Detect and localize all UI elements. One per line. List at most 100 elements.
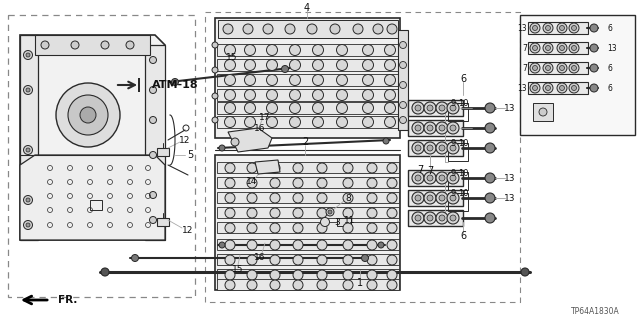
Circle shape: [312, 75, 323, 85]
Bar: [408, 140, 463, 156]
Circle shape: [330, 24, 340, 34]
Bar: [20, 35, 38, 240]
Bar: [217, 192, 399, 203]
Circle shape: [270, 163, 280, 173]
Circle shape: [212, 42, 218, 48]
Circle shape: [415, 125, 421, 131]
Circle shape: [343, 223, 353, 233]
Circle shape: [343, 208, 353, 218]
Circle shape: [150, 151, 157, 158]
Circle shape: [293, 163, 303, 173]
Circle shape: [225, 178, 235, 188]
Text: 9: 9: [451, 99, 456, 108]
Circle shape: [56, 83, 120, 147]
Text: 13: 13: [504, 194, 516, 203]
Text: 10: 10: [458, 169, 468, 178]
Circle shape: [293, 240, 303, 250]
Circle shape: [101, 268, 109, 276]
Bar: [217, 116, 399, 128]
Circle shape: [367, 270, 377, 280]
Circle shape: [572, 26, 577, 30]
Bar: [408, 120, 463, 136]
Circle shape: [270, 208, 280, 218]
Circle shape: [427, 215, 433, 221]
Circle shape: [326, 208, 334, 216]
Circle shape: [436, 142, 448, 154]
Circle shape: [367, 223, 377, 233]
Circle shape: [343, 270, 353, 280]
Circle shape: [247, 255, 257, 265]
Bar: [90, 200, 102, 210]
Circle shape: [412, 172, 424, 184]
Text: 7: 7: [522, 63, 527, 73]
Circle shape: [450, 145, 456, 151]
Text: 7: 7: [417, 165, 423, 175]
Circle shape: [436, 122, 448, 134]
Circle shape: [225, 102, 236, 114]
Circle shape: [412, 102, 424, 114]
Circle shape: [71, 41, 79, 49]
Circle shape: [557, 83, 567, 93]
Polygon shape: [255, 160, 280, 174]
Text: 13: 13: [607, 44, 616, 52]
Circle shape: [150, 217, 157, 223]
Circle shape: [24, 51, 33, 60]
Bar: [408, 210, 463, 226]
Circle shape: [270, 280, 280, 290]
Circle shape: [439, 195, 445, 201]
Circle shape: [387, 255, 397, 265]
Circle shape: [427, 125, 433, 131]
Polygon shape: [20, 155, 165, 240]
Bar: [217, 207, 399, 218]
Circle shape: [337, 102, 348, 114]
Circle shape: [450, 195, 456, 201]
Circle shape: [343, 163, 353, 173]
Bar: [217, 89, 399, 101]
Circle shape: [289, 90, 301, 100]
Circle shape: [225, 163, 235, 173]
Bar: [8, 15, 195, 297]
Circle shape: [270, 178, 280, 188]
Circle shape: [439, 125, 445, 131]
Circle shape: [247, 240, 257, 250]
Circle shape: [317, 193, 327, 203]
Text: 6: 6: [460, 231, 466, 241]
Circle shape: [485, 193, 495, 203]
Circle shape: [447, 122, 459, 134]
Circle shape: [530, 63, 540, 73]
Circle shape: [266, 102, 278, 114]
Circle shape: [367, 208, 377, 218]
Circle shape: [399, 42, 406, 49]
Circle shape: [385, 90, 396, 100]
Circle shape: [289, 116, 301, 127]
Circle shape: [545, 26, 550, 30]
Circle shape: [399, 116, 406, 124]
Circle shape: [244, 44, 255, 55]
Circle shape: [337, 116, 348, 127]
Circle shape: [385, 116, 396, 127]
Circle shape: [557, 63, 567, 73]
Circle shape: [447, 192, 459, 204]
Circle shape: [373, 24, 383, 34]
Circle shape: [150, 86, 157, 93]
Circle shape: [244, 116, 255, 127]
Circle shape: [362, 254, 369, 261]
Text: 5: 5: [187, 150, 193, 160]
Circle shape: [247, 178, 257, 188]
Circle shape: [247, 193, 257, 203]
Bar: [145, 45, 165, 240]
Bar: [217, 102, 399, 114]
Circle shape: [385, 44, 396, 55]
Circle shape: [289, 44, 301, 55]
Circle shape: [485, 173, 495, 183]
Circle shape: [545, 45, 550, 51]
Text: 13: 13: [517, 84, 527, 92]
Circle shape: [270, 240, 280, 250]
Text: 1: 1: [357, 278, 363, 288]
Circle shape: [559, 66, 564, 70]
Circle shape: [436, 172, 448, 184]
Circle shape: [337, 75, 348, 85]
Bar: [520, 15, 635, 135]
Circle shape: [270, 193, 280, 203]
Bar: [528, 42, 588, 54]
